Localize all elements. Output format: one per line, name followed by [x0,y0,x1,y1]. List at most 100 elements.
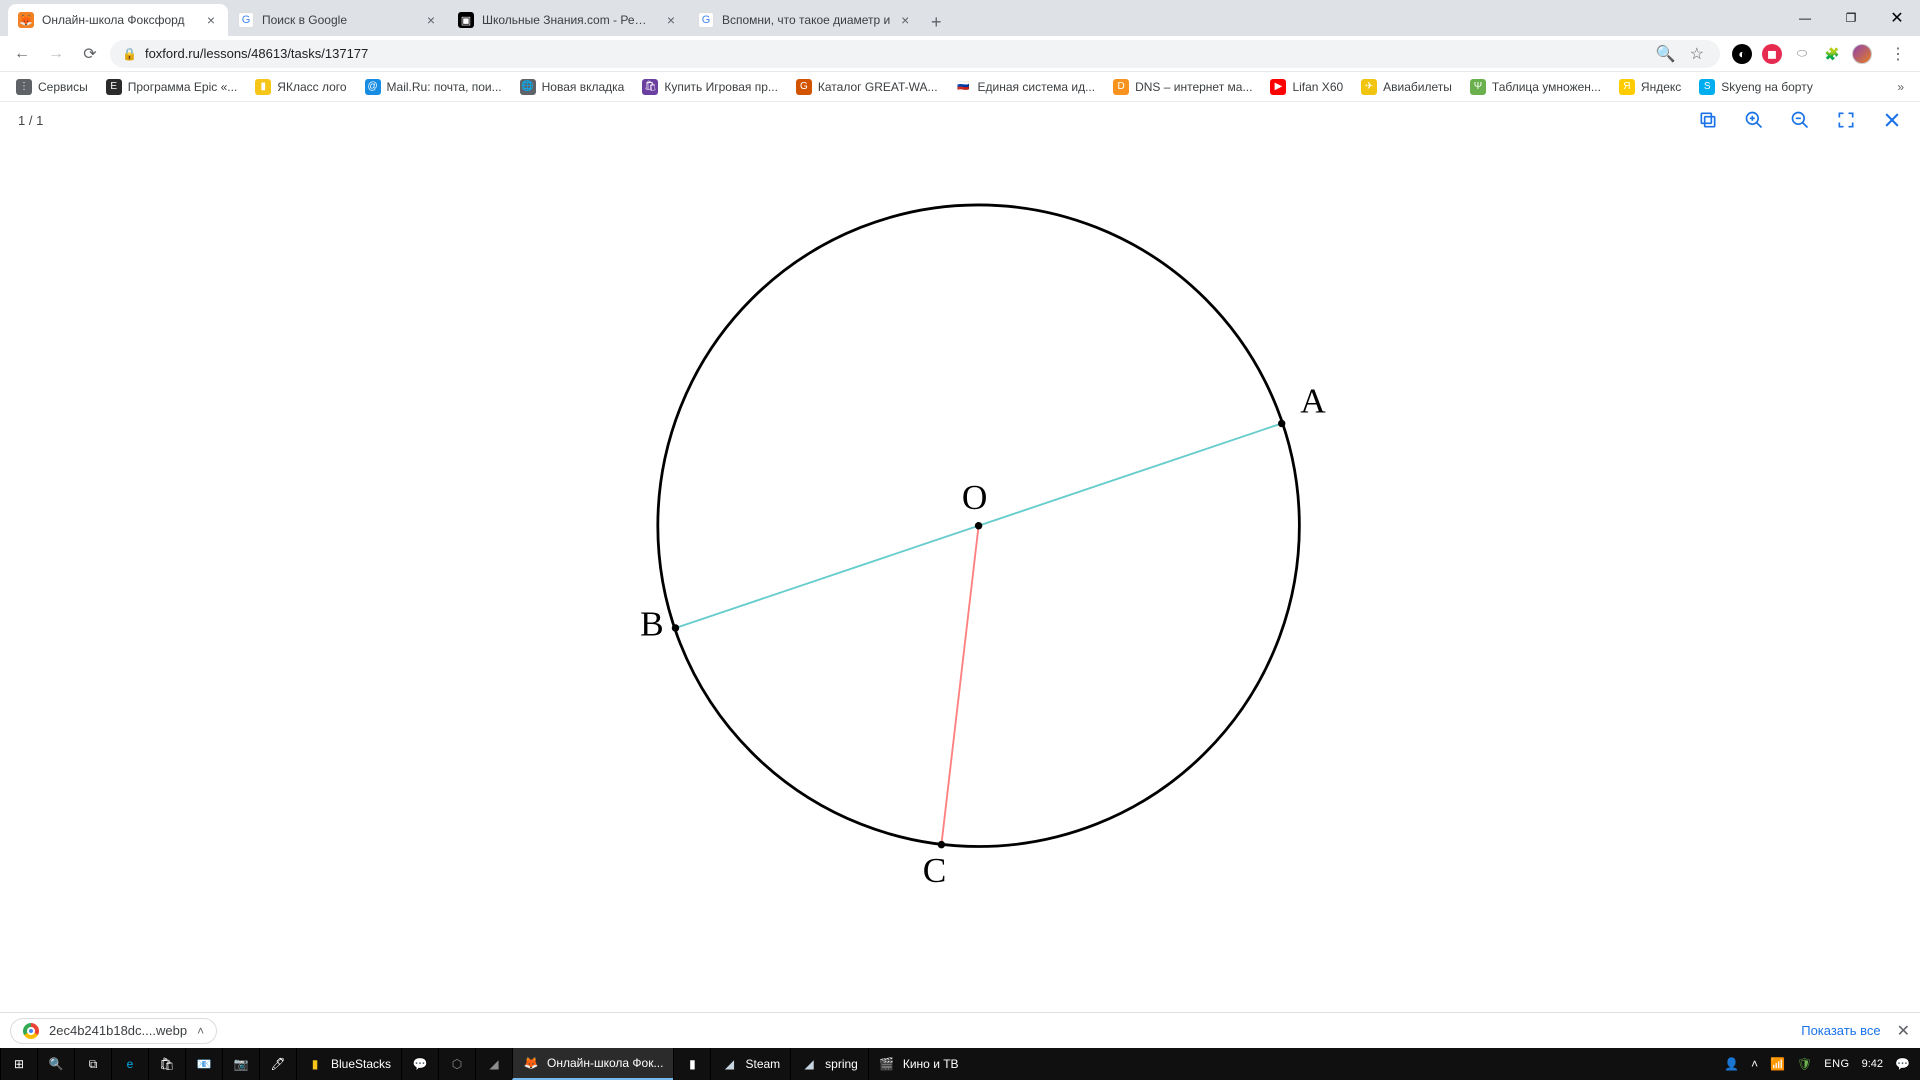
close-icon[interactable]: × [204,13,218,27]
app-icon: 🦊 [523,1055,539,1071]
close-icon[interactable]: × [424,13,438,27]
app-label: Онлайн-школа Фок... [547,1056,663,1070]
page-counter: 1 / 1 [18,113,43,128]
bookmark-item[interactable]: SSkyeng на борту [1693,76,1819,98]
star-icon[interactable]: ☆ [1690,44,1704,64]
extension-icon[interactable]: ◼ [1762,44,1782,64]
fullscreen-icon[interactable] [1836,110,1856,130]
taskbar-app[interactable]: 🎬Кино и ТВ [868,1048,969,1080]
segment-OC [941,526,978,845]
bookmark-item[interactable]: 🛍Купить Игровая пр... [636,76,784,98]
minimize-button[interactable]: — [1782,0,1828,36]
app-icon: ◢ [801,1056,817,1072]
extension-icon[interactable]: ⬭ [1792,44,1812,64]
close-viewer-icon[interactable] [1882,110,1902,130]
bookmark-item[interactable]: ▶Lifan X60 [1264,76,1349,98]
network-icon[interactable]: 📶 [1770,1057,1785,1071]
bookmark-label: Единая система ид... [978,80,1096,94]
geometry-diagram: OABC [0,138,1920,1012]
bookmark-label: Mail.Ru: почта, пои... [387,80,502,94]
forward-button[interactable]: → [42,40,70,68]
bookmark-label: Авиабилеты [1383,80,1452,94]
point-A [1278,420,1285,427]
taskbar-app[interactable]: 🦊 Онлайн-школа Фок... [512,1048,673,1080]
extensions-icon[interactable]: 🧩 [1822,44,1842,64]
app-icon: ▮ [307,1056,323,1072]
label-A: A [1300,381,1326,420]
bookmark-item[interactable]: ✈Авиабилеты [1355,76,1458,98]
new-tab-button[interactable]: + [922,8,950,36]
taskbar-app[interactable]: ◢ [475,1048,512,1080]
bookmark-item[interactable]: @Mail.Ru: почта, пои... [359,76,508,98]
app-icon: 🖊 [270,1056,286,1072]
browser-tab[interactable]: 🦊 Онлайн-школа Фоксфорд × [8,4,228,36]
taskbar-app[interactable]: e [111,1048,148,1080]
bookmark-icon: D [1113,79,1129,95]
close-icon[interactable]: × [664,13,678,27]
browser-tab[interactable]: G Поиск в Google × [228,4,448,36]
taskbar-app[interactable]: 💬 [401,1048,438,1080]
bookmark-item[interactable]: EПрограмма Epic «... [100,76,244,98]
windows-taskbar: ⊞🔍⧉e🛍📧📷🖊▮BlueStacks💬⬡◢🦊Онлайн-школа Фок.… [0,1048,1920,1080]
bookmarks-bar: ⋮⋮⋮Сервисы EПрограмма Epic «...▮ЯКласс ло… [0,72,1920,102]
zoom-icon[interactable]: 🔍 [1656,44,1676,64]
language-indicator[interactable]: ENG [1824,1058,1849,1070]
maximize-button[interactable]: ❐ [1828,0,1874,36]
download-item[interactable]: 2ec4b241b18dc....webp ˄ [10,1018,217,1044]
close-window-button[interactable]: ✕ [1874,0,1920,36]
taskbar-app[interactable]: ▮BlueStacks [296,1048,401,1080]
tab-title: Онлайн-школа Фоксфорд [42,13,196,27]
app-icon: ⧉ [85,1056,101,1072]
browser-tab[interactable]: ▣ Школьные Знания.com - Решае × [448,4,688,36]
back-button[interactable]: ← [8,40,36,68]
url-text: foxford.ru/lessons/48613/tasks/137177 [145,46,368,61]
bookmark-item[interactable]: ▮ЯКласс лого [249,76,352,98]
tab-title: Поиск в Google [262,13,416,27]
reload-button[interactable]: ⟳ [76,40,104,68]
foxford-icon: 🦊 [18,12,34,28]
people-icon[interactable]: 👤 [1724,1057,1739,1071]
copy-icon[interactable] [1698,110,1718,130]
chrome-menu-button[interactable]: ⋮ [1884,44,1912,64]
brainly-icon: ▣ [458,12,474,28]
label-C: C [923,851,947,890]
chevron-up-icon[interactable]: ˄ [197,1024,204,1038]
bookmark-item[interactable]: 🇷🇺 Единая система ид... [950,76,1102,98]
taskbar-app[interactable]: 🛍 [148,1048,185,1080]
address-bar[interactable]: 🔒 foxford.ru/lessons/48613/tasks/137177 … [110,40,1720,68]
bookmark-icon: 🛍 [642,79,658,95]
browser-toolbar: ← → ⟳ 🔒 foxford.ru/lessons/48613/tasks/1… [0,36,1920,72]
extension-icon[interactable]: ◐ [1732,44,1752,64]
taskbar-app[interactable]: ◢spring [790,1048,868,1080]
bookmark-icon: 🇷🇺 [956,79,972,95]
zoom-out-icon[interactable] [1790,110,1810,130]
bookmark-item[interactable]: ΨТаблица умножен... [1464,76,1607,98]
chevron-up-icon[interactable]: ˄ [1751,1057,1758,1071]
action-center-icon[interactable]: 💬 [1895,1057,1910,1071]
close-shelf-icon[interactable]: ✕ [1897,1021,1910,1041]
taskbar-app[interactable]: 🖊 [259,1048,296,1080]
bookmark-item[interactable]: ЯЯндекс [1613,76,1687,98]
bookmark-item[interactable]: GКаталог GREAT-WA... [790,76,944,98]
taskbar-app[interactable]: ⧉ [74,1048,111,1080]
app-icon: ◢ [721,1056,737,1072]
taskbar-app[interactable]: 📷 [222,1048,259,1080]
bookmark-item[interactable]: DDNS – интернет ма... [1107,76,1258,98]
clock[interactable]: 9:42 [1862,1058,1883,1070]
taskbar-app[interactable]: ⊞ [0,1048,37,1080]
taskbar-app[interactable]: ◢Steam [710,1048,790,1080]
profile-avatar[interactable] [1852,44,1872,64]
point-O [975,522,982,529]
show-all-downloads-button[interactable]: Показать все [1801,1023,1880,1038]
taskbar-app[interactable]: ⬡ [438,1048,475,1080]
taskbar-app[interactable]: ▮ [673,1048,710,1080]
close-icon[interactable]: × [898,13,912,27]
bookmarks-overflow-icon[interactable]: » [1891,80,1910,94]
security-icon[interactable]: 🛡 [1797,1057,1812,1071]
browser-tab[interactable]: G Вспомни, что такое диаметр и × [688,4,922,36]
taskbar-app[interactable]: 🔍 [37,1048,74,1080]
zoom-in-icon[interactable] [1744,110,1764,130]
taskbar-app[interactable]: 📧 [185,1048,222,1080]
bookmark-item[interactable]: 🌐Новая вкладка [514,76,631,98]
bookmark-item[interactable]: ⋮⋮⋮Сервисы [10,76,94,98]
